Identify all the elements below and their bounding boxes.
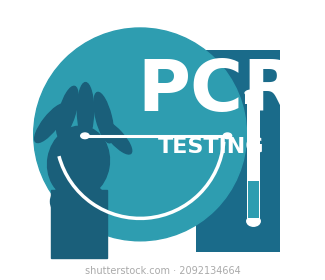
Circle shape — [34, 28, 246, 241]
Ellipse shape — [247, 216, 260, 226]
Ellipse shape — [35, 104, 66, 143]
Ellipse shape — [81, 133, 89, 139]
Bar — [50, 190, 107, 258]
Ellipse shape — [245, 90, 262, 96]
Ellipse shape — [77, 83, 94, 139]
Ellipse shape — [94, 92, 113, 143]
Ellipse shape — [223, 133, 232, 139]
Ellipse shape — [57, 86, 78, 138]
Text: shutterstock.com · 2092134664: shutterstock.com · 2092134664 — [84, 266, 240, 276]
Bar — [196, 50, 280, 252]
Bar — [248, 181, 259, 218]
Bar — [247, 104, 260, 221]
Ellipse shape — [47, 126, 110, 199]
Text: TESTING: TESTING — [157, 137, 264, 157]
Bar — [245, 93, 262, 104]
Ellipse shape — [50, 182, 107, 221]
Text: PCR: PCR — [138, 57, 299, 125]
Ellipse shape — [101, 120, 132, 154]
